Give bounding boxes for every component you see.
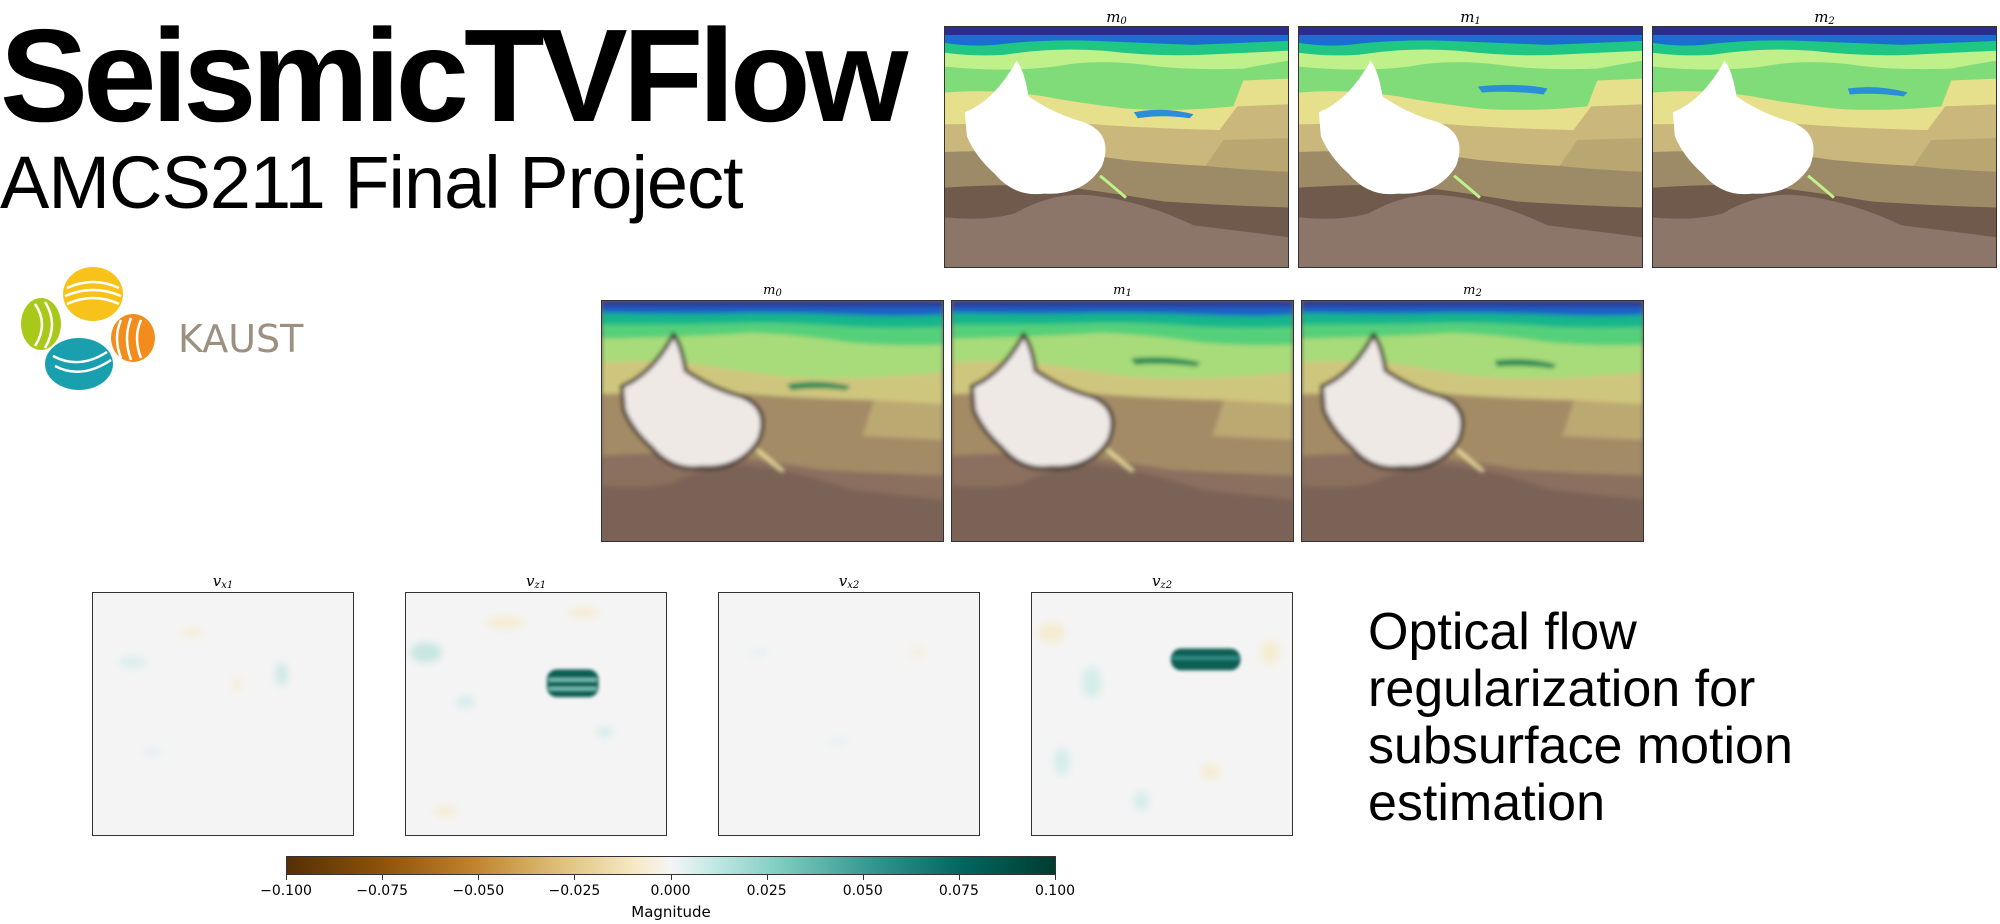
velocity-panel-vx2: vx2 <box>718 574 980 836</box>
velocity-field-image <box>1031 592 1293 836</box>
panel-title-base: m <box>1463 283 1476 298</box>
panel-title-base: m <box>1106 8 1121 26</box>
description-line: subsurface motion <box>1368 717 1793 775</box>
colorbar-tick-label: 0.025 <box>746 883 787 899</box>
colorbar-tick-label: 0.100 <box>1034 883 1076 899</box>
panel-title: vx1 <box>92 574 354 591</box>
colorbar-tick-label: −0.025 <box>548 883 601 899</box>
panel-title-base: v <box>838 572 848 590</box>
panel-title-subscript: 0 <box>775 288 782 299</box>
colorbar-tick-mark <box>382 875 384 880</box>
velocity-field <box>93 593 353 835</box>
middle-seismic-image <box>601 300 944 542</box>
velocity-field <box>1032 593 1292 835</box>
colorbar-tick-mark <box>574 875 576 880</box>
kaust-logo-icon <box>21 267 155 390</box>
top-model-image <box>944 26 1289 268</box>
velocity-field-image <box>92 592 354 836</box>
panel-title: m2 <box>1652 10 1997 27</box>
panel-title-subscript: z1 <box>534 580 547 591</box>
panel-title-base: v <box>1151 572 1161 590</box>
panel-title-subscript: 0 <box>1120 16 1127 27</box>
velocity-field-image <box>718 592 980 836</box>
colorbar-tick-label: 0.050 <box>842 883 883 899</box>
panel-title: m1 <box>1298 10 1643 27</box>
panel-title: vx2 <box>718 574 980 591</box>
velocity-panel-vx1: vx1 <box>92 574 354 836</box>
panel-title: vz1 <box>405 574 667 591</box>
panel-title-subscript: x1 <box>221 580 234 591</box>
panel-title-subscript: x2 <box>847 580 860 591</box>
model-layers <box>945 27 1288 267</box>
colorbar-tick-label: −0.075 <box>356 883 409 899</box>
velocity-panel-vz1: vz1 <box>405 574 667 836</box>
panel-title-subscript: 2 <box>1828 16 1835 27</box>
colorbar-tick-mark <box>862 875 864 880</box>
middle-image-panel-m1: m1 <box>951 284 1294 542</box>
panel-title-base: m <box>1460 8 1475 26</box>
colorbar <box>286 856 1056 875</box>
velocity-field <box>406 593 666 835</box>
colorbar-tick-label: 0.000 <box>650 883 691 899</box>
kaust-logo-text: KAUST <box>178 317 304 361</box>
middle-seismic-image <box>951 300 1294 542</box>
panel-title-subscript: 2 <box>1475 288 1482 299</box>
seismic-image <box>602 301 943 541</box>
model-layers <box>1299 27 1642 267</box>
seismic-image <box>952 301 1293 541</box>
colorbar-tick-mark <box>1055 875 1056 880</box>
top-model-panel-m2: m2 <box>1652 10 1997 268</box>
velocity-field-image <box>405 592 667 836</box>
colorbar-tick-mark <box>286 875 287 880</box>
middle-image-panel-m2: m2 <box>1301 284 1644 542</box>
colorbar-tick-mark <box>958 875 960 880</box>
panel-title-base: v <box>212 572 222 590</box>
panel-title-subscript: 1 <box>1474 16 1481 27</box>
description-line: regularization for <box>1368 660 1756 718</box>
seismic-image <box>1302 301 1643 541</box>
kaust-logo: KAUST <box>15 262 305 402</box>
panel-title-subscript: 1 <box>1125 288 1132 299</box>
colorbar-tick-label: 0.075 <box>938 883 979 899</box>
page-subtitle: AMCS211 Final Project <box>0 141 744 224</box>
panel-title-base: m <box>1113 283 1126 298</box>
middle-image-panel-m0: m0 <box>601 284 944 542</box>
colorbar-tick-label: −0.100 <box>260 883 312 899</box>
colorbar-tick-mark <box>478 875 480 880</box>
panel-title-base: m <box>1814 8 1829 26</box>
description-line: Optical flow <box>1368 603 1637 661</box>
colorbar-tick-mark <box>670 875 672 880</box>
top-model-panel-m1: m1 <box>1298 10 1643 268</box>
panel-title: vz2 <box>1031 574 1293 591</box>
colorbar-tick-mark <box>766 875 768 880</box>
panel-title-base: m <box>763 283 776 298</box>
velocity-panel-vz2: vz2 <box>1031 574 1293 836</box>
top-model-image <box>1298 26 1643 268</box>
middle-seismic-image <box>1301 300 1644 542</box>
panel-title-base: v <box>525 572 535 590</box>
description-text: Optical flow regularization for subsurfa… <box>1368 604 1928 832</box>
top-model-image <box>1652 26 1997 268</box>
model-layers <box>1653 27 1996 267</box>
panel-title: m2 <box>1301 284 1644 299</box>
colorbar-label: Magnitude <box>631 903 711 921</box>
panel-title: m0 <box>601 284 944 299</box>
page-title: SeismicTVFlow <box>0 2 908 149</box>
colorbar-tick-label: −0.050 <box>452 883 505 899</box>
description-line: estimation <box>1368 774 1605 832</box>
top-model-panel-m0: m0 <box>944 10 1289 268</box>
panel-title: m0 <box>944 10 1289 27</box>
panel-title: m1 <box>951 284 1294 299</box>
panel-title-subscript: z2 <box>1160 580 1173 591</box>
velocity-field <box>719 593 979 835</box>
